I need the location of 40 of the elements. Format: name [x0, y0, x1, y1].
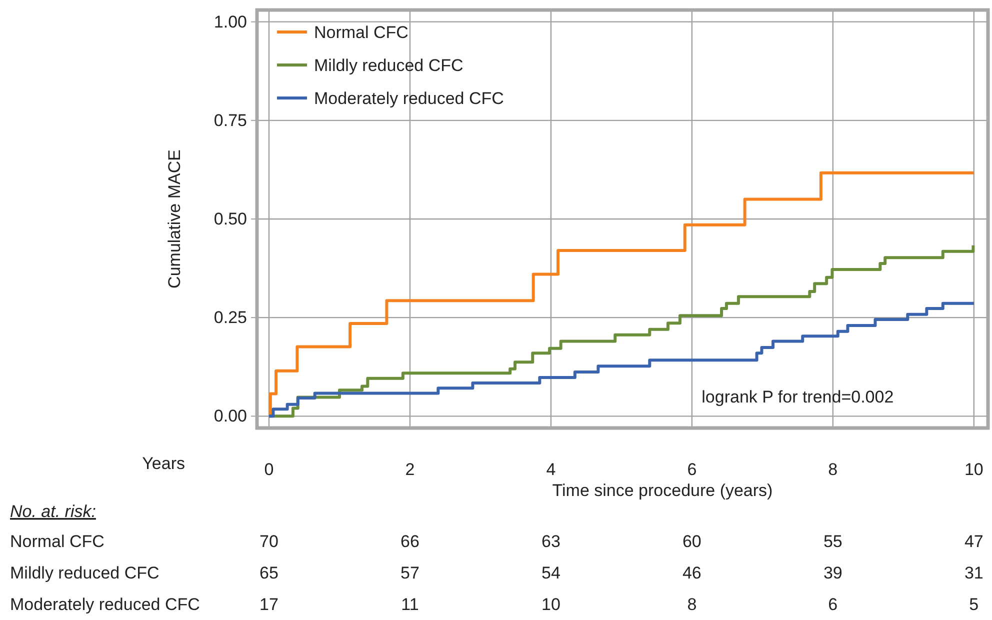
- annotation: logrank P for trend=0.002: [702, 387, 894, 406]
- legend-label: Normal CFC: [314, 23, 408, 42]
- x-axis-title: Time since procedure (years): [552, 481, 773, 500]
- legend-label: Mildly reduced CFC: [314, 56, 464, 75]
- text: 46: [682, 564, 702, 582]
- text: 55: [823, 532, 842, 551]
- text: Moderately reduced CFC: [10, 595, 200, 614]
- y-tick-label: 0.75: [214, 110, 247, 130]
- text: 57: [400, 564, 420, 582]
- y-tick-label: 0.25: [214, 308, 247, 328]
- text: Mildly reduced CFC: [10, 564, 160, 582]
- x-tick-label: 4: [546, 460, 556, 480]
- text: 17: [260, 595, 278, 614]
- x-tick-label: 10: [964, 460, 984, 480]
- text: 31: [964, 564, 984, 582]
- text: 60: [682, 532, 702, 551]
- text: 54: [541, 564, 560, 582]
- text: 66: [400, 532, 420, 551]
- x-tick-label: 6: [687, 460, 697, 480]
- text: 70: [260, 532, 278, 551]
- y-axis-title: Cumulative MACE: [165, 150, 184, 288]
- text: 5: [969, 595, 979, 614]
- text: 63: [541, 532, 560, 551]
- text: 11: [401, 595, 419, 614]
- text: 47: [964, 532, 984, 551]
- y-tick-label: 0.50: [214, 209, 247, 228]
- text: 10: [541, 595, 560, 614]
- text: 6: [828, 595, 838, 614]
- y-tick-label: 1.00: [214, 12, 247, 32]
- text: Years: [142, 454, 185, 473]
- y-tick-label: 0.00: [214, 406, 247, 426]
- text: No. at. risk:: [10, 502, 96, 521]
- text: 8: [687, 595, 697, 614]
- x-tick-label: 8: [828, 460, 838, 480]
- legend-label: Moderately reduced CFC: [314, 89, 504, 108]
- text: 39: [823, 564, 842, 582]
- x-tick-label: 0: [264, 460, 274, 480]
- text: Normal CFC: [10, 532, 104, 551]
- x-tick-label: 2: [405, 460, 415, 480]
- text: 65: [260, 564, 278, 582]
